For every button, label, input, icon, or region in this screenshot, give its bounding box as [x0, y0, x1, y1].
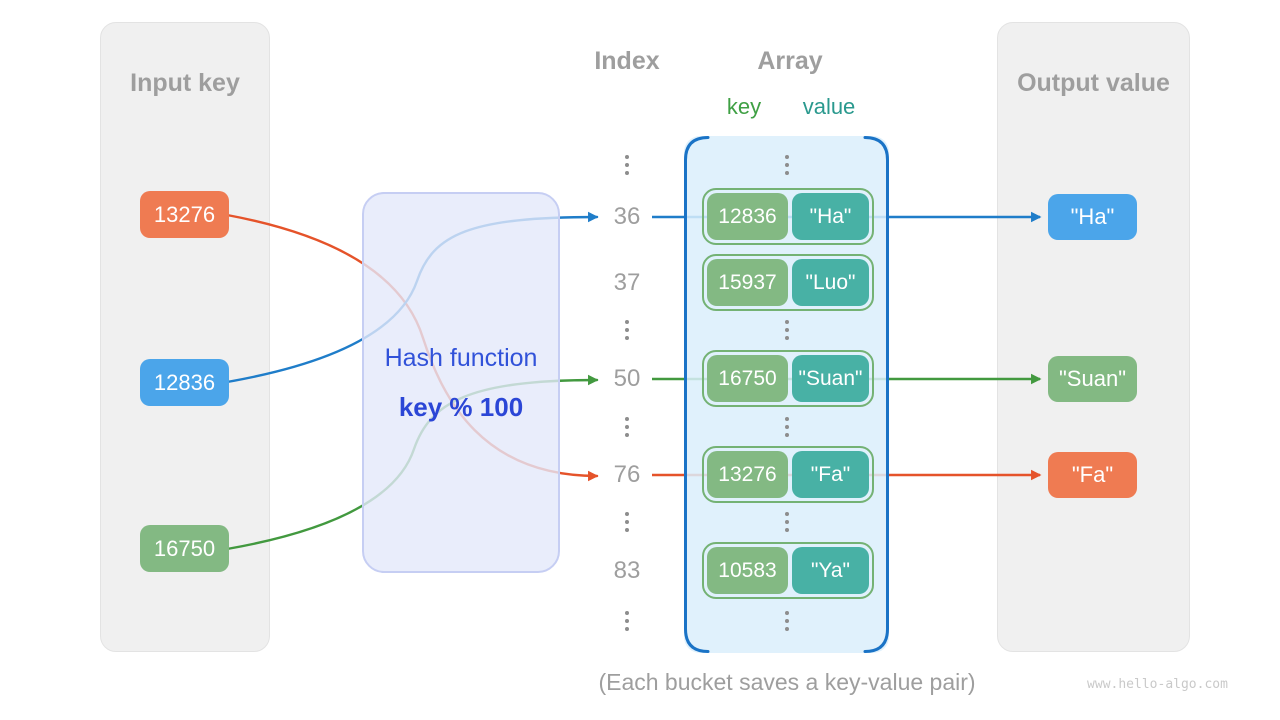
- bucket-key: 16750: [707, 355, 788, 402]
- index-36: 36: [613, 203, 641, 230]
- output-value-panel: Output value: [997, 22, 1190, 652]
- index-83: 83: [613, 557, 641, 584]
- site-watermark: www.hello-algo.com: [1087, 677, 1228, 692]
- index-37: 37: [613, 269, 641, 296]
- key-column-header: key: [726, 94, 762, 119]
- vertical-ellipsis-icon: [625, 155, 629, 175]
- bucket-10583-Ya: 10583 "Ya": [702, 542, 874, 599]
- index-50: 50: [613, 365, 641, 392]
- bucket-value: "Luo": [792, 259, 869, 306]
- hash-function-formula: key % 100: [398, 392, 524, 422]
- vertical-ellipsis-icon: [785, 155, 789, 175]
- output-panel-title: Output value: [1017, 69, 1170, 97]
- bucket-value: "Suan": [792, 355, 869, 402]
- vertical-ellipsis-icon: [785, 611, 789, 631]
- bucket-value: "Ha": [792, 193, 869, 240]
- hash-function-box: Hash function key % 100: [362, 192, 560, 573]
- array-column-title: Array: [757, 47, 823, 75]
- vertical-ellipsis-icon: [785, 320, 789, 340]
- bucket-15937-Luo: 15937 "Luo": [702, 254, 874, 311]
- bucket-value: "Ya": [792, 547, 869, 594]
- bucket-value: "Fa": [792, 451, 869, 498]
- bucket-12836-Ha: 12836 "Ha": [702, 188, 874, 245]
- vertical-ellipsis-icon: [625, 512, 629, 532]
- bucket-key: 12836: [707, 193, 788, 240]
- figure-caption: (Each bucket saves a key-value pair): [598, 669, 976, 695]
- output-value-Suan: "Suan": [1048, 356, 1137, 402]
- value-column-header: value: [802, 94, 856, 119]
- vertical-ellipsis-icon: [625, 417, 629, 437]
- bucket-13276-Fa: 13276 "Fa": [702, 446, 874, 503]
- hash-function-label: Hash function: [384, 344, 538, 372]
- bucket-16750-Suan: 16750 "Suan": [702, 350, 874, 407]
- bucket-key: 10583: [707, 547, 788, 594]
- output-value-Fa: "Fa": [1048, 452, 1137, 498]
- bucket-key: 15937: [707, 259, 788, 306]
- bucket-key: 13276: [707, 451, 788, 498]
- vertical-ellipsis-icon: [785, 512, 789, 532]
- index-column-title: Index: [594, 47, 660, 75]
- input-key-12836: 12836: [140, 359, 229, 406]
- vertical-ellipsis-icon: [625, 611, 629, 631]
- vertical-ellipsis-icon: [625, 320, 629, 340]
- index-76: 76: [613, 461, 641, 488]
- input-panel-title: Input key: [130, 69, 240, 97]
- output-value-Ha: "Ha": [1048, 194, 1137, 240]
- vertical-ellipsis-icon: [785, 417, 789, 437]
- input-key-13276: 13276: [140, 191, 229, 238]
- array-bracket-border: [684, 136, 889, 653]
- input-key-16750: 16750: [140, 525, 229, 572]
